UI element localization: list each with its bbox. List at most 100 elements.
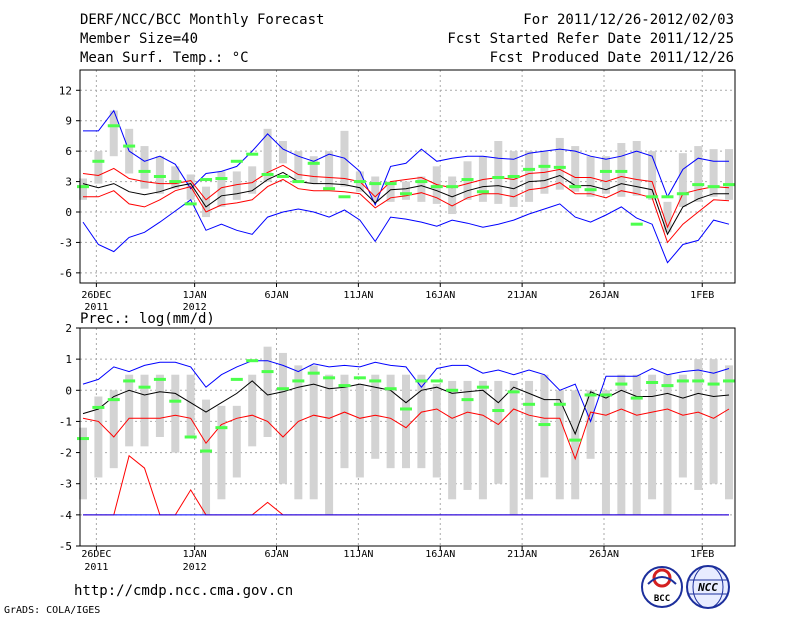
box-31 bbox=[555, 137, 564, 190]
box-34 bbox=[601, 156, 610, 194]
median-mark-5 bbox=[153, 377, 166, 381]
median-mark-37 bbox=[646, 195, 659, 199]
bcc-logo-arc bbox=[647, 576, 677, 585]
median-mark-29 bbox=[523, 402, 536, 406]
median-mark-9 bbox=[215, 426, 228, 430]
ncc-logo-text: NCC bbox=[697, 581, 718, 594]
median-mark-32 bbox=[569, 438, 582, 442]
x-tick-label: 1FEB bbox=[690, 290, 714, 301]
box-23 bbox=[432, 166, 441, 204]
box-12 bbox=[263, 346, 272, 437]
median-mark-39 bbox=[676, 192, 689, 196]
y-tick-label: 12 bbox=[59, 84, 72, 97]
box-37 bbox=[648, 374, 657, 500]
median-mark-22 bbox=[415, 180, 428, 184]
x-tick-label: 16JAN bbox=[425, 549, 455, 560]
box-10 bbox=[232, 171, 241, 200]
x-tick-label: 11JAN bbox=[343, 290, 373, 301]
median-mark-14 bbox=[292, 379, 305, 383]
box-1 bbox=[94, 151, 103, 184]
box-13 bbox=[278, 141, 287, 164]
x-tick-label: 11JAN bbox=[343, 549, 373, 560]
box-8 bbox=[202, 399, 211, 515]
y-tick-label: -6 bbox=[59, 267, 72, 280]
box-26 bbox=[478, 380, 487, 500]
median-mark-23 bbox=[430, 185, 443, 189]
fcst-produced-date: Fcst Produced Date 2011/12/26 bbox=[490, 50, 734, 66]
y-tick-label: 1 bbox=[65, 353, 72, 366]
median-mark-2 bbox=[107, 124, 120, 128]
y-tick-label: -5 bbox=[59, 540, 72, 553]
forecast-period: For 2011/12/26-2012/02/03 bbox=[523, 12, 734, 28]
box-23 bbox=[432, 384, 441, 478]
series-mean-line bbox=[82, 171, 729, 236]
box-40 bbox=[694, 146, 703, 202]
median-mark-0 bbox=[77, 437, 89, 441]
box-4 bbox=[140, 374, 149, 447]
box-39 bbox=[678, 374, 687, 478]
series-max-line bbox=[82, 360, 730, 423]
box-29 bbox=[525, 380, 534, 500]
box-3 bbox=[125, 374, 134, 447]
median-mark-10 bbox=[230, 377, 243, 381]
figure-title: DERF/NCC/BCC Monthly Forecast bbox=[80, 12, 324, 28]
y-tick-label: -3 bbox=[59, 236, 72, 249]
x-tick-label: 21JAN bbox=[507, 549, 537, 560]
median-mark-24 bbox=[446, 388, 459, 392]
series-max-line bbox=[83, 109, 729, 207]
median-mark-25 bbox=[461, 398, 474, 402]
temperature-variable-label: Mean Surf. Temp.: °C bbox=[80, 50, 249, 66]
median-mark-13 bbox=[276, 175, 289, 178]
median-mark-11 bbox=[246, 359, 259, 363]
median-mark-31 bbox=[553, 165, 566, 169]
bcc-logo-swirl bbox=[652, 568, 672, 588]
median-mark-3 bbox=[123, 144, 136, 148]
source-url[interactable]: http://cmdp.ncc.cma.gov.cn bbox=[74, 583, 293, 599]
y-tick-label: 3 bbox=[65, 176, 72, 189]
median-mark-36 bbox=[630, 222, 643, 226]
box-19 bbox=[371, 374, 380, 459]
x-tick-label: 1JAN bbox=[183, 290, 207, 301]
box-17 bbox=[340, 374, 349, 469]
precipitation-panel: 2 1 0 -1 -2 -3 -4 -5 26DEC 2011 1JAN 2012 6JAN 11JAN 1… bbox=[59, 322, 736, 573]
box-5 bbox=[155, 374, 164, 437]
series-mean-line bbox=[82, 380, 730, 436]
box-34 bbox=[601, 390, 610, 515]
median-mark-32 bbox=[569, 185, 582, 189]
median-mark-19 bbox=[369, 379, 382, 383]
median-mark-24 bbox=[446, 185, 459, 189]
median-mark-26 bbox=[476, 190, 489, 194]
median-mark-27 bbox=[492, 176, 505, 180]
box-16 bbox=[325, 151, 334, 189]
median-mark-34 bbox=[599, 393, 612, 397]
box-20 bbox=[386, 374, 395, 469]
box-2 bbox=[109, 390, 118, 469]
box-36 bbox=[632, 141, 641, 196]
bcc-logo-text: BCC bbox=[654, 594, 670, 604]
median-mark-38 bbox=[661, 195, 674, 199]
box-0 bbox=[79, 427, 87, 500]
y-tick-label: -4 bbox=[59, 509, 73, 522]
x-tick-label: 1FEB bbox=[690, 549, 714, 560]
median-mark-35 bbox=[615, 382, 628, 386]
median-mark-7 bbox=[184, 435, 197, 439]
box-41 bbox=[709, 359, 718, 484]
x-tick-label: 21JAN bbox=[507, 290, 537, 301]
median-mark-15 bbox=[307, 371, 320, 375]
member-size-label: Member Size=40 bbox=[80, 31, 198, 47]
y-tick-label: 6 bbox=[65, 145, 72, 158]
box-32 bbox=[571, 390, 580, 500]
box-27 bbox=[494, 380, 503, 484]
median-mark-15 bbox=[307, 161, 320, 165]
box-19 bbox=[371, 176, 380, 202]
box-21 bbox=[402, 374, 410, 469]
bcc-logo: BCC bbox=[641, 566, 683, 608]
box-15 bbox=[309, 156, 318, 184]
median-mark-16 bbox=[323, 376, 336, 380]
median-mark-33 bbox=[584, 188, 597, 192]
median-mark-21 bbox=[400, 192, 412, 196]
median-mark-4 bbox=[138, 169, 151, 173]
y-tick-label: 0 bbox=[65, 384, 72, 397]
box-42 bbox=[725, 365, 733, 500]
